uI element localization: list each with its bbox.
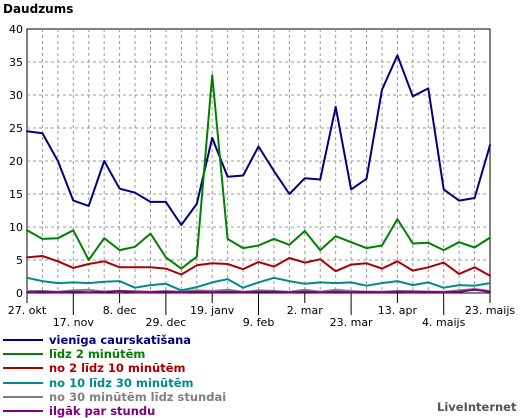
legend-swatch [3,367,43,370]
y-tick-label: 0 [16,287,23,300]
y-tick-label: 20 [9,155,23,168]
brand-label: LiveInternet [437,400,517,414]
series-line-3 [26,276,491,292]
legend-swatch [3,339,43,341]
y-tick-label: 15 [9,188,23,201]
x-tick-label: 2. mar [287,304,323,317]
x-tick-label: 8. dec [103,304,137,317]
series-lines [26,54,491,294]
legend-swatch [3,409,43,412]
legend-label: ilgāk par stundu [49,403,156,418]
legend-swatch [3,353,43,356]
y-tick-label: 10 [9,221,23,234]
x-tick-label: 9. feb [243,316,275,329]
legend-label: no 30 minūtēm līdz stundai [49,389,227,404]
axes: 0 5 10 15 20 25 30 35 40 27. okt 17. nov 8. dec 29. … [8,23,516,329]
x-tick-label: 27. okt [8,304,47,317]
x-tick-label: 29. dec [146,316,187,329]
x-tick-label: 19. janv [190,304,235,317]
grid [26,28,491,294]
legend-label: līdz 2 minūtēm [49,347,146,362]
chart-title: Daudzums [3,2,74,16]
legend-label: no 2 līdz 10 minūtēm [49,361,186,376]
x-tick-label: 13. apr [378,304,418,317]
legend-label: no 10 līdz 30 minūtēm [49,375,194,390]
y-tick-label: 35 [9,56,23,69]
y-tick-label: 30 [9,89,23,102]
x-tick-label: 4. maijs [422,316,466,329]
x-tick-label: 23. mar [330,316,373,329]
y-tick-label: 25 [9,122,23,135]
series-line-1 [26,74,491,270]
line-chart: 0 5 10 15 20 25 30 35 40 27. okt 17. nov 8. dec 29. … [8,23,516,329]
legend-label: vienīga caurskatīšana [49,333,192,347]
series-line-2 [26,255,491,277]
legend-swatch [3,395,43,398]
legend-swatch [3,381,43,384]
y-tick-label: 5 [16,254,23,267]
series-line-5 [26,288,491,294]
x-tick-label: 17. nov [53,316,95,329]
y-tick-label: 40 [9,23,23,36]
x-tick-label: 23. maijs [465,304,516,317]
series-line-0 [26,54,491,226]
